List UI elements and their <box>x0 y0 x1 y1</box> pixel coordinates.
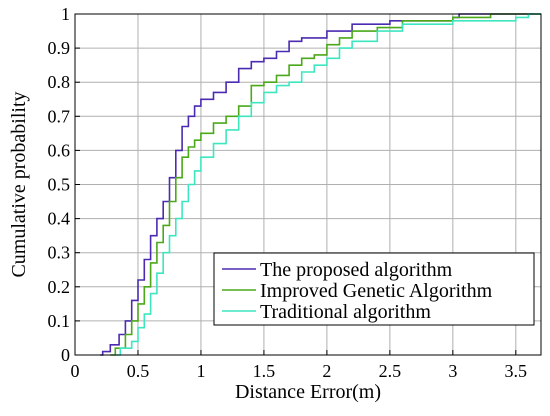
x-tick-label: 2.5 <box>379 361 402 381</box>
legend-label-2: Improved Genetic Algorithm <box>260 280 493 302</box>
x-tick-label: 0 <box>71 361 80 381</box>
y-tick-label: 0.4 <box>48 209 71 229</box>
x-tick-labels: 0 0.5 1 1.5 2 2.5 3 3.5 <box>71 361 528 381</box>
y-tick-label: 0.3 <box>48 243 71 263</box>
x-axis-label: Distance Error(m) <box>235 381 381 403</box>
legend-box <box>213 252 535 326</box>
legend-label-1: The proposed algorithm <box>260 259 453 281</box>
y-tick-labels: 0 0.1 0.2 0.3 0.4 0.5 0.6 0.7 0.8 0.9 1 <box>48 4 71 365</box>
legend-entries: The proposed algorithm Improved Genetic … <box>222 259 493 323</box>
x-tick-label: 1 <box>196 361 205 381</box>
x-tick-label: 0.5 <box>127 361 150 381</box>
x-tick-label: 1.5 <box>253 361 276 381</box>
x-tick-label: 2 <box>322 361 331 381</box>
y-tick-label: 0.2 <box>48 277 71 297</box>
y-tick-label: 0.8 <box>48 72 71 92</box>
grid <box>74 13 541 356</box>
y-tick-label: 0.5 <box>48 175 71 195</box>
y-tick-label: 0.1 <box>48 311 71 331</box>
series-line-3 <box>115 13 541 356</box>
y-tick-label: 0.6 <box>48 140 71 160</box>
series-line-1 <box>100 13 541 356</box>
series-group <box>100 13 541 356</box>
x-tick-label: 3 <box>448 361 457 381</box>
legend: The proposed algorithm Improved Genetic … <box>213 252 535 326</box>
y-tick-label: 0.9 <box>48 38 71 58</box>
x-tick-label: 3.5 <box>505 361 528 381</box>
series-line-2 <box>110 13 541 356</box>
y-tick-label: 0 <box>61 345 70 365</box>
y-tick-label: 0.7 <box>48 106 71 126</box>
y-tick-label: 1 <box>61 4 70 24</box>
y-axis-label: Cumulative probability <box>8 91 30 277</box>
legend-label-3: Traditional algorithm <box>260 301 431 323</box>
ticks <box>74 13 517 356</box>
